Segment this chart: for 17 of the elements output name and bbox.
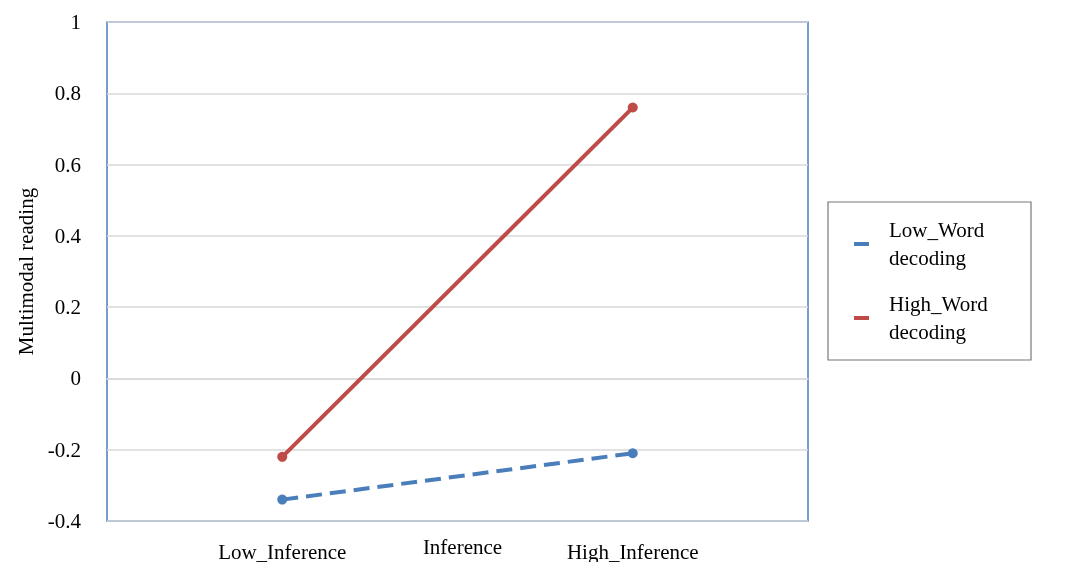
y-tick-label: 0.2	[54, 295, 81, 320]
y-tick-label: 0.6	[54, 152, 81, 177]
y-tick-label: 1	[70, 10, 81, 34]
x-axis-title: Inference	[422, 534, 503, 559]
y-tick-label: 0	[70, 366, 81, 391]
x-tick-label: Low_Inference	[218, 539, 347, 562]
y-tick-label: 0.4	[54, 223, 82, 248]
legend-label: Low_Word decoding	[889, 218, 990, 270]
y-tick-label: -0.2	[47, 437, 81, 462]
point	[627, 102, 638, 113]
point	[277, 494, 288, 505]
y-tick-label: 0.8	[54, 81, 81, 106]
point	[277, 451, 288, 462]
legend-label: High_Word decoding	[889, 292, 993, 344]
y-tick-label: -0.4	[47, 509, 82, 533]
y-axis-title: Multimodal reading	[14, 187, 39, 356]
point	[627, 448, 638, 459]
